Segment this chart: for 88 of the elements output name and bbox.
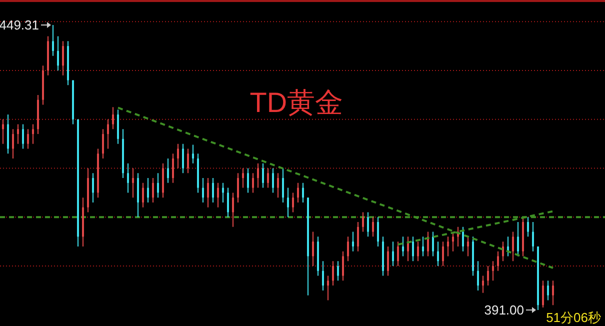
- candlestick: [487, 266, 489, 286]
- candlestick: [127, 162, 129, 194]
- candlestick: [282, 168, 284, 203]
- candlestick: [12, 128, 14, 159]
- candlestick: [482, 275, 484, 294]
- candlestick: [492, 260, 494, 282]
- candlestick: [497, 250, 499, 272]
- candlestick: [247, 168, 249, 194]
- candlestick: [442, 241, 444, 267]
- candlestick: [337, 260, 339, 282]
- candlestick: [257, 162, 259, 188]
- candlestick: [542, 280, 544, 308]
- candlestick: [477, 260, 479, 291]
- candlestick: [277, 172, 279, 198]
- candlestick: [387, 246, 389, 276]
- candlestick: [272, 168, 274, 194]
- candlestick: [532, 222, 534, 252]
- candlestick: [432, 231, 434, 257]
- candlestick: [262, 162, 264, 188]
- candlestick: [57, 36, 59, 72]
- candlestick: [547, 280, 549, 301]
- candlestick: [152, 178, 154, 203]
- candlestick: [512, 231, 514, 262]
- candlestick: [292, 192, 294, 213]
- candlestick: [182, 143, 184, 174]
- candlestick: [422, 236, 424, 257]
- candlestick: [347, 236, 349, 262]
- candlestick: [397, 241, 399, 267]
- candlestick: [527, 216, 529, 238]
- candlestick: [192, 144, 194, 164]
- candlestick: [177, 143, 179, 169]
- candlestick: [342, 250, 344, 282]
- candlestick: [32, 124, 34, 144]
- candlestick: [232, 192, 234, 228]
- candlestick: [392, 241, 394, 267]
- candlestick: [52, 24, 54, 56]
- candlestick: [227, 187, 229, 218]
- candlestick: [402, 236, 404, 257]
- candlestick: [187, 148, 189, 174]
- candlestick: [437, 241, 439, 267]
- candlestick: [367, 212, 369, 238]
- candlestick: [62, 40, 64, 76]
- candlestick: [17, 124, 19, 144]
- candlestick: [252, 172, 254, 194]
- candlestick: [212, 178, 214, 203]
- candlestick: [332, 260, 334, 286]
- candlestick: [552, 280, 554, 306]
- text: TD黄金: [250, 87, 344, 118]
- candlestick: [352, 231, 354, 252]
- candlestick: [217, 182, 219, 208]
- candlestick: [377, 216, 379, 247]
- candlestick: [322, 260, 324, 291]
- candlestick: [327, 275, 329, 301]
- text: 51分06秒: [546, 310, 601, 325]
- candlestick: [267, 168, 269, 188]
- candlestick: [202, 178, 204, 203]
- candlestick: [452, 231, 454, 252]
- candlestick: [112, 106, 114, 130]
- candlestick: [167, 158, 169, 184]
- candlestick: [302, 182, 304, 203]
- candlestick: [2, 118, 4, 144]
- candlestick: [142, 182, 144, 208]
- candlestick: [362, 212, 364, 232]
- candlestick: [107, 118, 109, 150]
- candlestick: [462, 226, 464, 252]
- candlestick: [207, 178, 209, 208]
- candlestick: [412, 236, 414, 262]
- candlestick: [22, 124, 24, 150]
- candlestick: [92, 172, 94, 203]
- candlestick: [237, 172, 239, 203]
- candlestick: [242, 168, 244, 188]
- candlestick: [517, 222, 519, 257]
- candlestick: [357, 222, 359, 252]
- candlestick: [27, 128, 29, 150]
- candlestick: [287, 187, 289, 218]
- candlestick: [297, 182, 299, 203]
- candlestick: [132, 168, 134, 198]
- candlestick: [157, 172, 159, 198]
- candlestick: [467, 236, 469, 257]
- annotation: 391.00: [484, 302, 524, 318]
- candlestick: [102, 128, 104, 159]
- candlestick: [172, 153, 174, 184]
- candlestick: [147, 178, 149, 203]
- candlestick: [417, 241, 419, 262]
- candlestick: [372, 216, 374, 238]
- candlestick: [222, 182, 224, 203]
- candlestick: [312, 231, 314, 267]
- candlestick: [447, 236, 449, 257]
